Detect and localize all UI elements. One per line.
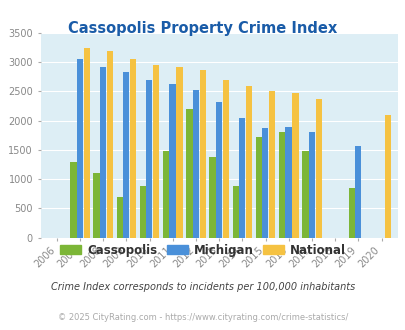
Bar (262, 128, 268, 238)
Bar (130, 59, 136, 238)
Bar (163, 151, 169, 238)
Bar (308, 132, 314, 238)
Bar (354, 146, 360, 238)
Bar (169, 84, 175, 238)
Bar (153, 65, 159, 238)
Bar (302, 151, 308, 238)
Bar (140, 186, 146, 238)
Text: Cassopolis Property Crime Index: Cassopolis Property Crime Index (68, 21, 337, 36)
Bar (232, 186, 239, 238)
Bar (278, 132, 285, 238)
Bar (77, 59, 83, 238)
Bar (384, 115, 390, 238)
Bar (107, 50, 113, 238)
Legend: Cassopolis, Michigan, National: Cassopolis, Michigan, National (55, 239, 350, 261)
Text: © 2025 CityRating.com - https://www.cityrating.com/crime-statistics/: © 2025 CityRating.com - https://www.city… (58, 313, 347, 322)
Bar (209, 157, 215, 238)
Bar (292, 93, 298, 238)
Bar (123, 73, 129, 238)
Text: Crime Index corresponds to incidents per 100,000 inhabitants: Crime Index corresponds to incidents per… (51, 282, 354, 292)
Bar (192, 90, 198, 238)
Bar (285, 126, 291, 238)
Bar (116, 197, 123, 238)
Bar (245, 85, 252, 238)
Bar (348, 188, 354, 238)
Bar (255, 137, 262, 238)
Bar (70, 162, 77, 238)
Bar (222, 80, 228, 238)
Bar (186, 109, 192, 238)
Bar (176, 67, 182, 238)
Bar (83, 48, 90, 238)
Bar (199, 70, 205, 238)
Bar (215, 102, 222, 238)
Bar (269, 91, 275, 238)
Bar (100, 67, 106, 238)
Bar (93, 173, 100, 238)
Bar (146, 80, 152, 238)
Bar (315, 99, 321, 238)
Bar (239, 118, 245, 238)
